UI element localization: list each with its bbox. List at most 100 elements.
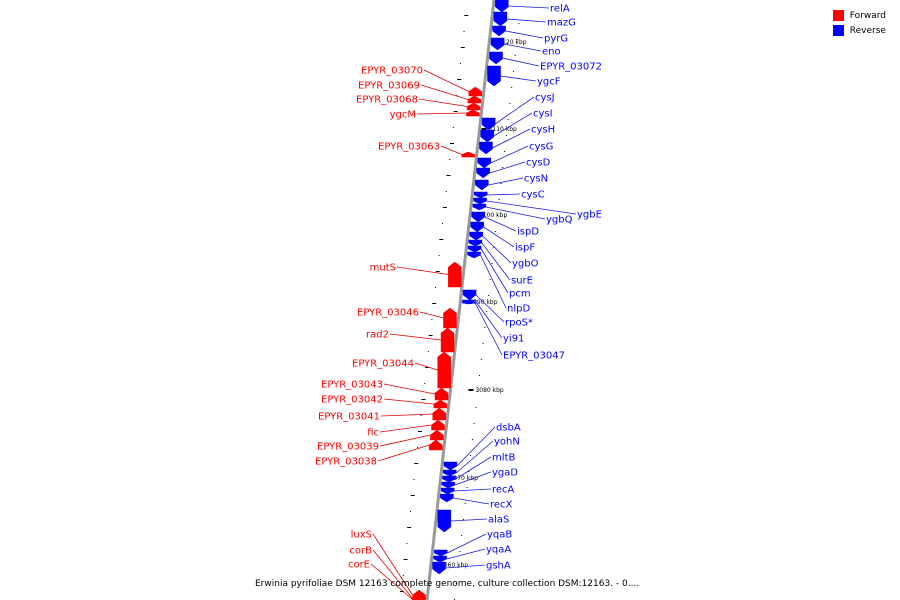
gene-label-epyr-03043: EPYR_03043 <box>321 380 383 391</box>
gene-block-reverse <box>477 157 492 169</box>
gene-connector-reverse <box>447 533 487 554</box>
gene-label-epyr-03042: EPYR_03042 <box>321 395 383 406</box>
backbone-minor-tick <box>459 63 461 64</box>
backbone-minor-tick <box>496 215 498 216</box>
backbone-minor-tick <box>500 183 502 184</box>
gene-block-reverse <box>469 231 483 241</box>
backbone-minor-tick <box>457 567 459 568</box>
backbone-minor-tick <box>420 415 422 416</box>
gene-block-reverse <box>461 301 476 305</box>
backbone-minor-tick <box>464 503 466 504</box>
gene-connector-reverse <box>485 206 546 220</box>
backbone-minor-tick <box>431 319 433 320</box>
gene-label-rpos: rpoS* <box>505 318 533 329</box>
gene-block-reverse <box>437 509 452 533</box>
backbone-minor-tick <box>495 231 497 232</box>
gene-connector-reverse <box>480 254 507 309</box>
gene-block-reverse <box>432 561 446 575</box>
backbone-minor-tick <box>464 15 469 16</box>
backbone-minor-tick <box>502 167 504 168</box>
gene-label-rela: relA <box>550 4 570 15</box>
gene-block-reverse <box>462 299 476 303</box>
backbone-minor-tick <box>439 239 444 240</box>
backbone-minor-tick <box>424 383 426 384</box>
gene-block-reverse <box>489 51 503 65</box>
gene-label-corb: corB <box>349 546 372 557</box>
backbone-minor-tick <box>511 87 513 88</box>
backbone-minor-tick <box>507 119 509 120</box>
gene-connector-reverse <box>446 548 486 560</box>
gene-label-cysn: cysN <box>524 174 548 185</box>
backbone-minor-tick <box>461 535 463 536</box>
legend-label-reverse: Reverse <box>849 25 886 36</box>
gene-label-gsha: gshA <box>486 561 511 572</box>
legend-label-forward: Forward <box>849 10 886 21</box>
backbone-minor-tick <box>512 71 514 72</box>
gene-label-cysd: cysD <box>526 158 551 169</box>
gene-connector-forward <box>389 333 442 341</box>
gene-connector-reverse <box>450 518 488 522</box>
gene-connector-reverse <box>475 300 503 339</box>
gene-block-reverse <box>475 179 489 191</box>
backbone-minor-tick <box>417 447 419 448</box>
backbone-minor-tick <box>509 103 511 104</box>
gene-connector-reverse <box>456 426 496 467</box>
gene-connector-reverse <box>454 488 492 492</box>
gene-block-forward <box>466 109 480 117</box>
gene-connector-reverse <box>504 43 542 52</box>
gene-connector-reverse <box>483 226 515 248</box>
backbone-minor-tick <box>493 247 495 248</box>
gene-label-epyr-03044: EPYR_03044 <box>352 359 414 370</box>
gene-connector-forward <box>423 69 469 92</box>
legend-item-reverse: Reverse <box>832 23 886 38</box>
backbone-minor-tick <box>484 327 486 328</box>
backbone-minor-tick <box>459 551 461 552</box>
gene-connector-reverse <box>506 18 547 23</box>
gene-block-reverse <box>467 245 482 253</box>
gene-connector-forward <box>377 444 430 462</box>
backbone-minor-tick <box>456 95 458 96</box>
gene-connector-reverse <box>482 235 512 264</box>
backbone-minor-tick <box>479 375 481 376</box>
backbone-minor-tick <box>473 423 475 424</box>
backbone-minor-tick <box>410 495 415 496</box>
backbone-minor-tick <box>477 391 479 392</box>
gene-connector-reverse <box>492 128 531 149</box>
gene-label-yi91: yi91 <box>503 334 524 345</box>
gene-block-forward <box>431 419 445 431</box>
gene-connector-reverse <box>494 96 535 125</box>
gene-connector-forward <box>440 145 462 155</box>
legend: Forward Reverse <box>832 8 886 38</box>
backbone-minor-tick <box>486 311 488 312</box>
gene-block-reverse <box>490 37 505 51</box>
gene-block-reverse <box>442 469 457 477</box>
gene-block-reverse <box>481 117 496 131</box>
gene-block-reverse <box>495 0 509 13</box>
gene-block-reverse <box>442 475 456 483</box>
gene-block-reverse <box>470 221 484 233</box>
gene-block-reverse <box>440 487 455 495</box>
gene-label-epyr-03072: EPYR_03072 <box>540 62 602 73</box>
gene-connector-reverse <box>505 30 544 39</box>
backbone-minor-tick <box>463 31 465 32</box>
gene-label-eno: eno <box>542 47 561 58</box>
gene-block-reverse <box>471 211 486 223</box>
gene-connector-reverse <box>474 302 503 356</box>
gene-label-ygbq: ygbQ <box>546 215 573 226</box>
gene-label-pyrg: pyrG <box>544 34 568 45</box>
gene-block-forward <box>468 86 483 97</box>
backbone-minor-tick <box>435 271 440 272</box>
backbone-minor-tick <box>489 279 491 280</box>
backbone-tick-label: 3110 kbp <box>489 126 517 133</box>
backbone-minor-tick <box>514 55 516 56</box>
backbone-minor-tick <box>406 543 408 544</box>
gene-connector-reverse <box>481 242 511 281</box>
gene-connector-reverse <box>500 75 537 82</box>
gene-block-forward <box>437 351 451 389</box>
gene-block-reverse <box>487 65 501 87</box>
backbone-tick-label: 3070 kbp <box>450 475 478 482</box>
map-caption: Erwinia pyrifoliae DSM 12163 complete ge… <box>255 579 640 589</box>
gene-label-recx: recX <box>490 500 513 511</box>
backbone-tick-mark <box>481 128 487 130</box>
